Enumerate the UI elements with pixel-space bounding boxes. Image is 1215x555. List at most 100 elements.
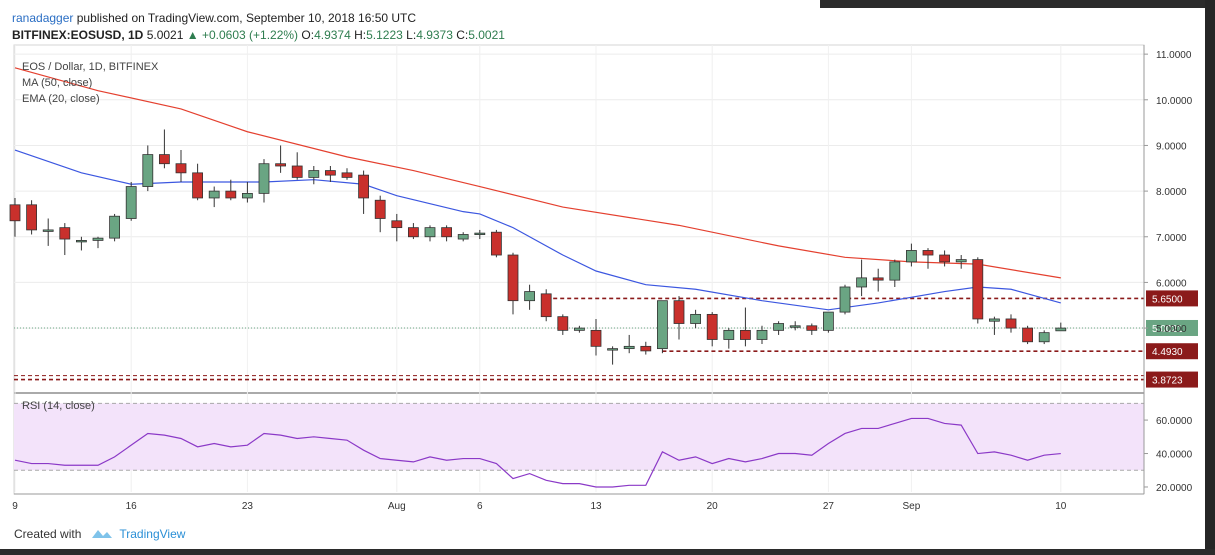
time-tick-label: 10 [1055, 501, 1067, 512]
candle-body [789, 325, 801, 328]
ema20-line [14, 149, 1061, 311]
chart-header: ranadagger published on TradingView.com,… [12, 10, 505, 44]
candle-body [142, 154, 154, 187]
candle-body [989, 318, 1000, 322]
rsi-pane [14, 402, 1144, 488]
candle-body [9, 204, 21, 222]
candle-body [657, 300, 668, 350]
candle-body [690, 313, 701, 324]
tradingview-link[interactable]: TradingView [119, 527, 186, 541]
candles [9, 129, 1067, 365]
candle-body [441, 227, 453, 238]
candle-body [1022, 327, 1033, 343]
candle-body [590, 329, 602, 347]
candle-body [640, 345, 652, 352]
footer: Created with TradingView [14, 527, 185, 541]
publish-line: ranadagger published on TradingView.com,… [12, 10, 505, 27]
candle-body [26, 204, 38, 231]
candle-body [158, 154, 170, 165]
legend-ema: EMA (20, close) [22, 93, 100, 105]
moving-averages [14, 67, 1061, 311]
candle-body [192, 172, 204, 199]
candle-body [889, 261, 901, 281]
candle-body [955, 259, 967, 263]
up-arrow-icon: ▲ [186, 28, 199, 42]
ohlc-open-label: O: [301, 28, 315, 42]
rsi-tick-label: 40.0000 [1156, 450, 1193, 461]
publish-info: published on TradingView.com, September … [76, 11, 417, 25]
ohlc-low-value: 4.9373 [416, 28, 453, 42]
candle-body [823, 311, 834, 331]
price-tick-label: 11.0000 [1156, 50, 1192, 61]
candle-body [906, 250, 917, 263]
candle-body [225, 190, 237, 199]
level-label: 3.8723 [1152, 376, 1183, 387]
author-link[interactable]: ranadagger [12, 11, 74, 25]
candle-body [374, 199, 386, 219]
tradingview-logo-icon [92, 530, 113, 538]
level-label-box [1146, 290, 1198, 307]
candle-body [308, 170, 320, 178]
price-tick-label: 5.0000 [1156, 324, 1187, 335]
ohlc-close-value: 5.0021 [468, 28, 505, 42]
candle-body [723, 329, 735, 340]
rsi-tick-label: 60.0000 [1156, 416, 1193, 427]
legend-ma: MA (50, close) [22, 77, 92, 89]
time-tick-label: 13 [590, 501, 602, 512]
ohlc-high-label: H: [354, 28, 367, 42]
level-label-box [1146, 371, 1198, 388]
rsi-tick-label: 20.0000 [1156, 483, 1193, 494]
window-edge-top [820, 0, 1215, 8]
candle-body [939, 254, 950, 263]
time-tick-label: Aug [388, 501, 406, 512]
chart-legend: EOS / Dollar, 1D, BITFINEX MA (50, close… [22, 61, 159, 412]
candle-body [241, 192, 253, 199]
candle-body [839, 286, 851, 313]
candle-body [59, 227, 71, 240]
level-label-box [1146, 343, 1198, 360]
candle-body [524, 291, 535, 302]
time-tick-label: 27 [823, 501, 835, 512]
last-price-label: 5.0021 [1152, 324, 1183, 335]
candle-body [341, 172, 353, 178]
candle-body [1038, 332, 1050, 343]
candle-body [1005, 318, 1017, 329]
time-tick-label: 20 [707, 501, 719, 512]
ohlc-high-value: 5.1223 [366, 28, 403, 42]
last-price: 5.0021 [146, 28, 184, 42]
price-tick-label: 8.0000 [1156, 187, 1187, 198]
time-tick-label: 9 [12, 501, 18, 512]
candle-body [706, 313, 718, 340]
candle-body [358, 174, 370, 199]
window-edge-right [1205, 0, 1215, 555]
support-resistance-levels: 5.6500 4.4930 3.8723 5.0021 [14, 290, 1198, 388]
ma50-line [14, 67, 1061, 279]
candle-body [258, 163, 270, 194]
candle-body [673, 300, 685, 324]
candle-body [407, 227, 419, 238]
candle-body [756, 329, 768, 340]
candle-body [109, 215, 120, 239]
candle-body [922, 250, 934, 256]
candle-body [972, 259, 984, 320]
candle-body [623, 345, 635, 350]
candle-body [92, 237, 104, 241]
symbol-line: BITFINEX:EOSUSD, 1D 5.0021 ▲ +0.0603 (+1… [12, 27, 505, 44]
ohlc-open-value: 4.9374 [314, 28, 351, 42]
candle-body [872, 277, 884, 281]
candle-body [856, 277, 867, 288]
candle-body [740, 329, 751, 340]
ohlc-low-label: L: [406, 28, 417, 42]
candle-body [1055, 327, 1067, 332]
legend-title: EOS / Dollar, 1D, BITFINEX [22, 61, 159, 73]
candle-body [291, 165, 303, 178]
legend-rsi: RSI (14, close) [22, 400, 95, 412]
candle-body [507, 254, 519, 302]
price-tick-label: 7.0000 [1156, 233, 1187, 244]
symbol-name: BITFINEX:EOSUSD, 1D [12, 28, 144, 42]
level-label: 5.6500 [1152, 294, 1183, 305]
time-tick-label: 6 [477, 501, 483, 512]
ohlc-close-label: C: [456, 28, 469, 42]
